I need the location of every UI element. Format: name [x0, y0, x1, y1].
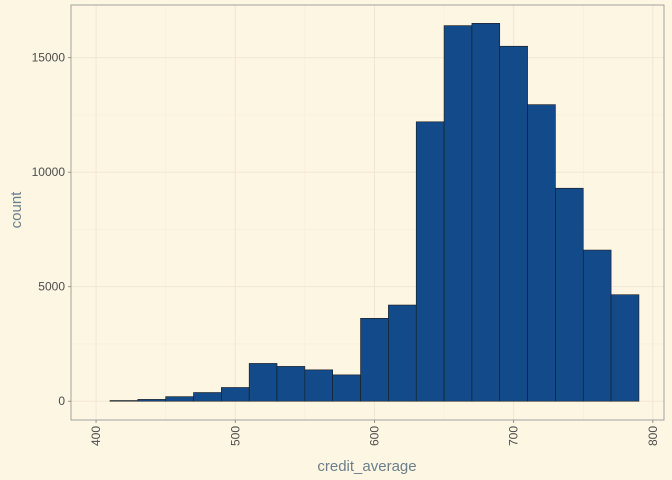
y-tick-label: 5000 [38, 280, 65, 294]
histogram-bar [276, 366, 306, 402]
histogram-bar [248, 363, 278, 402]
histogram-bar [388, 304, 417, 402]
y-tick-label: 15000 [32, 51, 66, 65]
histogram-bar [555, 187, 584, 402]
histogram-bar [137, 399, 166, 402]
x-tick-label: 400 [89, 426, 103, 446]
histogram-bar [443, 25, 473, 402]
y-tick-label: 10000 [32, 165, 66, 179]
histogram-bar [582, 249, 612, 402]
x-tick-label: 500 [228, 426, 242, 446]
histogram-bar [499, 45, 528, 402]
histogram-bar [610, 294, 640, 402]
histogram-bar [360, 318, 389, 402]
histogram-bars [109, 23, 640, 402]
x-tick-label: 700 [507, 426, 521, 446]
x-tick-label: 600 [367, 426, 381, 446]
histogram-bar [527, 104, 556, 402]
histogram-bar [221, 387, 250, 402]
panel-border [70, 4, 665, 421]
histogram-bar [415, 121, 445, 402]
x-axis-title: credit_average [317, 458, 416, 475]
x-tick-label: 800 [646, 426, 660, 446]
histogram-bar [332, 374, 361, 402]
histogram-bar [304, 369, 333, 402]
y-axis-title: count [8, 191, 25, 229]
y-tick-label: 0 [58, 394, 65, 408]
y-axis: 0 5000 10000 15000 [32, 51, 71, 408]
histogram-bar [165, 396, 194, 402]
histogram-bar [471, 23, 501, 402]
histogram-bar [109, 400, 139, 402]
x-axis: 400 500 600 700 800 [89, 420, 660, 446]
histogram-bar [193, 392, 222, 402]
